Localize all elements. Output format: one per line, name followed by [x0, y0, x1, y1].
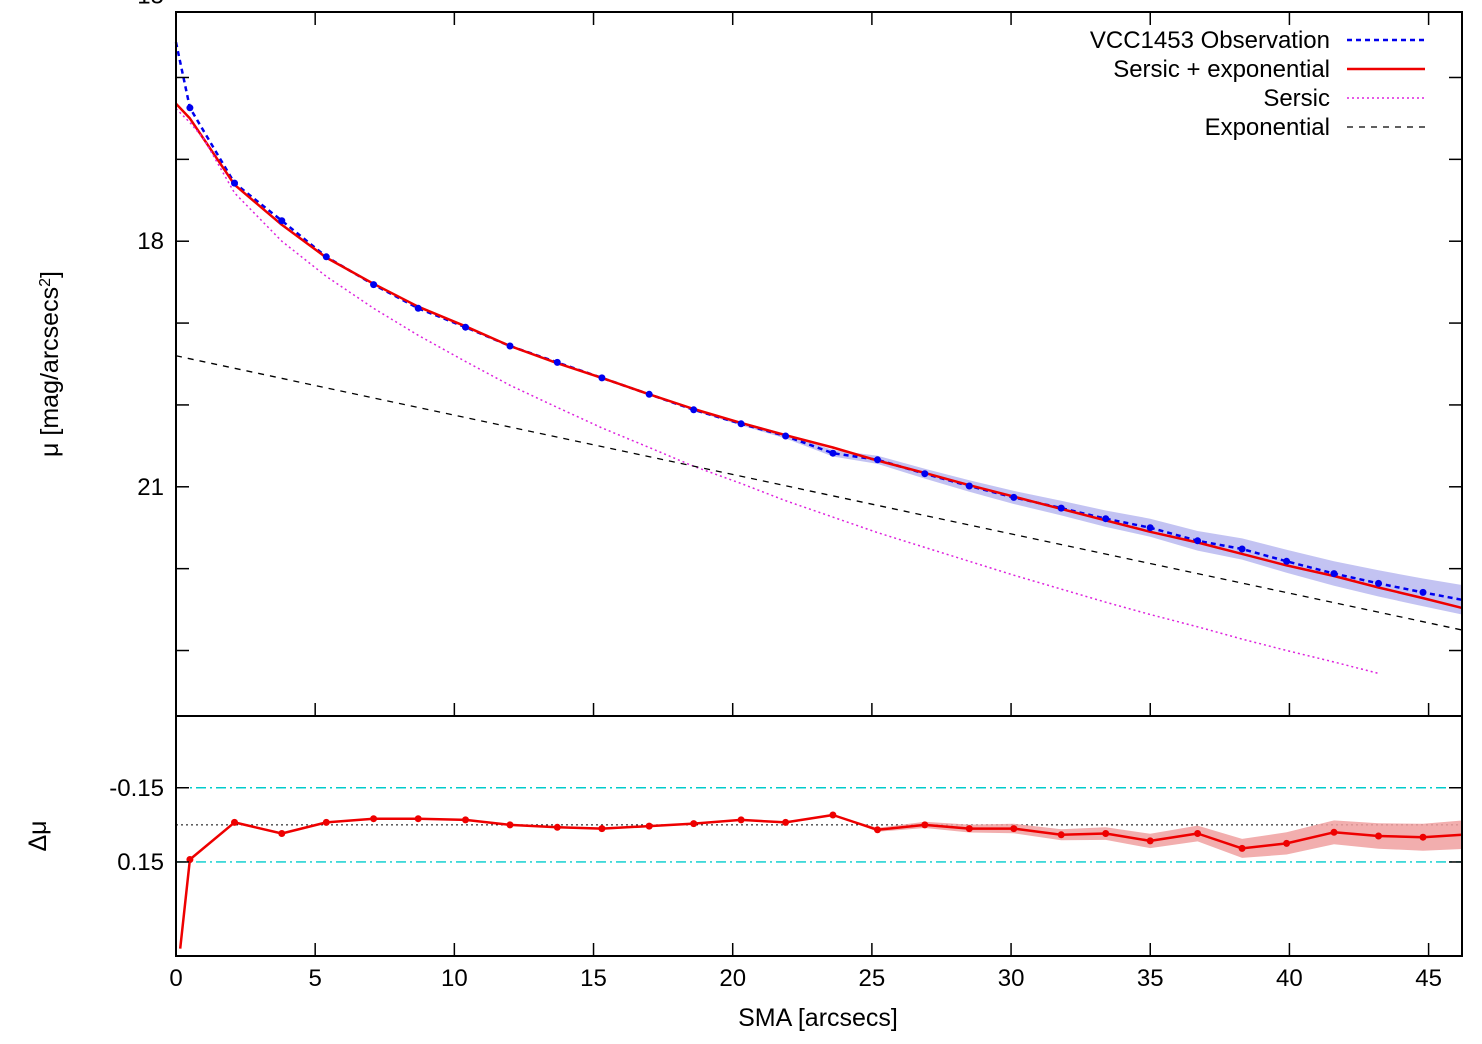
residual-point — [1375, 832, 1382, 840]
x-tick-labels: 0 5 10 15 20 25 30 35 40 45 — [169, 965, 1442, 992]
observation-point — [645, 390, 653, 398]
observation-point — [1146, 524, 1154, 532]
observation-point — [690, 406, 698, 414]
residual-point — [874, 826, 881, 834]
profile-series-lines — [174, 42, 1463, 675]
residual-point — [1010, 825, 1018, 833]
profile-series-points — [186, 104, 1427, 596]
observation-point — [1057, 504, 1065, 512]
profile-x-ticks — [175, 12, 1430, 716]
observation-point — [1102, 515, 1110, 523]
observation-point — [874, 456, 881, 464]
x-tick-label: 5 — [309, 965, 322, 992]
residual-point — [322, 818, 330, 826]
residual-point — [645, 822, 653, 830]
residual-y-tick-label: 0.15 — [117, 849, 164, 876]
residual-panel: -0.15 0.15 0 5 10 15 20 25 30 35 40 45 Δμ SMA [arc… — [24, 715, 1463, 1032]
residual-band — [180, 815, 1463, 949]
residual-y-tick-label: -0.15 — [109, 775, 164, 802]
x-tick-label: 45 — [1415, 965, 1442, 992]
residual-error-band — [180, 815, 1463, 949]
profile-y-axis-title: μ [mag/arcsecs2] — [36, 271, 64, 457]
residual-point — [598, 825, 606, 833]
residual-point — [921, 821, 929, 829]
observation-point — [370, 281, 378, 289]
legend-label: Sersic + exponential — [1113, 56, 1330, 83]
x-axis-title: SMA [arcsecs] — [738, 1004, 898, 1032]
y-tick-label: 18 — [137, 228, 164, 255]
observation-point — [598, 374, 606, 382]
observation-point — [782, 432, 790, 440]
residual-point — [1102, 830, 1110, 837]
x-tick-label: 30 — [998, 965, 1025, 992]
residual-plot-frame — [175, 715, 1463, 957]
residual-point — [829, 811, 837, 819]
legend-label: Sersic — [1263, 85, 1330, 112]
observation-point — [186, 104, 194, 112]
residual-point — [414, 815, 422, 823]
profile-y-tick-labels: 15 18 21 — [137, 0, 164, 501]
series-line-exponential — [175, 355, 1463, 631]
residual-point — [690, 820, 698, 828]
residual-point — [965, 825, 973, 833]
observation-point — [506, 342, 514, 350]
residual-point — [1194, 830, 1202, 837]
observation-point — [462, 323, 469, 331]
observation-point — [414, 304, 422, 312]
residual-point — [737, 816, 745, 824]
x-tick-label: 20 — [719, 965, 746, 992]
observation-point — [1238, 545, 1246, 553]
residual-y-tick-labels: -0.15 0.15 — [109, 775, 164, 876]
x-tick-label: 40 — [1276, 965, 1303, 992]
residual-reference-lines — [176, 787, 1462, 863]
residual-point — [1146, 837, 1154, 845]
residual-point — [782, 818, 790, 826]
x-tick-label: 15 — [580, 965, 607, 992]
observation-point — [1194, 537, 1202, 545]
observation-point — [1283, 557, 1291, 565]
residual-point — [370, 815, 378, 823]
residual-point — [1057, 831, 1065, 839]
observation-point — [231, 179, 238, 187]
residual-y-axis-title: Δμ — [24, 820, 52, 851]
residual-point — [553, 823, 561, 831]
y-tick-label: 15 — [137, 0, 164, 10]
observation-point — [1330, 570, 1338, 578]
residual-point — [231, 818, 238, 826]
observation-point — [1419, 588, 1427, 596]
residual-ticks — [175, 787, 1462, 956]
series-line-sersic-exponential — [175, 102, 1463, 610]
observation-point — [965, 482, 973, 490]
profile-y-ticks — [176, 76, 1462, 652]
residual-point — [1238, 844, 1246, 852]
observation-point — [921, 470, 929, 478]
residual-point — [1330, 828, 1338, 836]
residual-point — [506, 821, 514, 829]
observation-point — [553, 358, 561, 366]
x-tick-label: 10 — [441, 965, 468, 992]
legend-label: Exponential — [1205, 114, 1330, 141]
observation-point — [737, 420, 745, 428]
residual-line — [178, 813, 1463, 949]
observation-point — [278, 217, 286, 225]
x-tick-label: 35 — [1137, 965, 1164, 992]
observation-point — [322, 253, 330, 261]
legend-label: VCC1453 Observation — [1090, 27, 1330, 54]
residual-point — [278, 830, 286, 837]
residual-point — [1419, 833, 1427, 841]
observation-point — [1375, 579, 1382, 587]
y-tick-label: 21 — [137, 474, 164, 501]
observation-point — [829, 449, 837, 457]
residual-point — [462, 816, 469, 824]
residual-series-points — [186, 811, 1427, 863]
x-tick-label: 25 — [859, 965, 886, 992]
observation-point — [1010, 493, 1018, 501]
residual-point — [1283, 839, 1291, 847]
residual-series-line — [178, 813, 1463, 949]
x-tick-label: 0 — [169, 965, 182, 992]
